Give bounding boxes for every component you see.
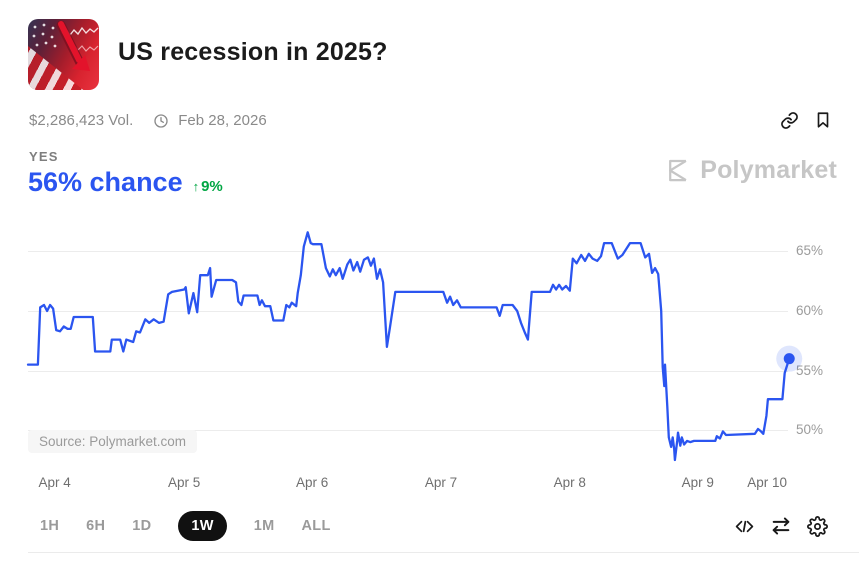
range-button-1m[interactable]: 1M bbox=[253, 518, 275, 534]
link-icon bbox=[781, 111, 798, 129]
time-range-bar: 1H 6H 1D 1W 1M ALL bbox=[40, 511, 331, 541]
gridline-60 bbox=[28, 311, 788, 312]
flag-chart-art bbox=[32, 20, 99, 71]
x-tick-label: Apr 4 bbox=[38, 475, 71, 490]
source-chip: Source: Polymarket.com bbox=[28, 430, 198, 453]
swap-arrows-icon bbox=[772, 517, 790, 535]
endpoint-dot bbox=[783, 353, 795, 365]
range-button-1d[interactable]: 1D bbox=[132, 518, 152, 534]
x-tick-label: Apr 5 bbox=[168, 475, 201, 490]
code-embed-icon bbox=[735, 520, 754, 532]
range-button-1h[interactable]: 1H bbox=[40, 518, 60, 534]
bookmark-button[interactable] bbox=[814, 110, 832, 130]
price-line bbox=[26, 231, 791, 462]
range-button-6h[interactable]: 6H bbox=[86, 518, 106, 534]
outcome-label: YES bbox=[29, 149, 59, 164]
y-tick-label: 65% bbox=[796, 243, 824, 259]
volume-text: $2,286,423 Vol. bbox=[29, 112, 134, 129]
clock-icon bbox=[154, 113, 168, 128]
gridline-50 bbox=[28, 430, 788, 432]
market-meta: $2,286,423 Vol. Feb 28, 2026 bbox=[29, 112, 267, 129]
y-tick-label: 60% bbox=[796, 303, 824, 318]
polymarket-logo-icon bbox=[669, 159, 687, 182]
x-tick-label: Apr 7 bbox=[424, 475, 458, 490]
delta-value: 9% bbox=[201, 178, 223, 195]
share-link-button[interactable] bbox=[780, 111, 799, 130]
end-date-text: Feb 28, 2026 bbox=[178, 112, 267, 129]
x-tick-label: Apr 10 bbox=[747, 475, 787, 490]
embed-code-button[interactable] bbox=[734, 516, 755, 537]
arrow-up-icon: ↑ bbox=[192, 179, 200, 194]
y-tick-label: 50% bbox=[796, 422, 824, 438]
settings-button[interactable] bbox=[807, 515, 828, 537]
footer-actions bbox=[734, 515, 828, 537]
polymarket-watermark: Polymarket bbox=[664, 156, 837, 185]
gear-icon bbox=[807, 515, 828, 537]
range-button-1w[interactable]: 1W bbox=[178, 511, 227, 541]
watermark-text: Polymarket bbox=[700, 156, 837, 184]
y-tick-label: 55% bbox=[796, 362, 824, 378]
market-thumbnail-us-flag bbox=[28, 19, 99, 90]
range-button-all[interactable]: ALL bbox=[301, 518, 331, 534]
gridline-65 bbox=[28, 251, 788, 253]
trade-button[interactable] bbox=[770, 515, 792, 537]
x-tick-label: Apr 8 bbox=[553, 475, 586, 490]
page-title: US recession in 2025? bbox=[118, 38, 388, 66]
price-chart[interactable] bbox=[26, 220, 803, 470]
x-tick-label: Apr 6 bbox=[296, 475, 329, 490]
x-tick-label: Apr 9 bbox=[681, 475, 714, 490]
chance-row: 56% chance ↑ 9% bbox=[28, 167, 223, 198]
bottom-divider bbox=[28, 552, 859, 553]
header-actions bbox=[780, 110, 832, 130]
gridline-55 bbox=[28, 370, 788, 372]
chance-value: 56% chance bbox=[28, 167, 183, 197]
bookmark-icon bbox=[817, 112, 829, 128]
chance-delta: ↑ 9% bbox=[193, 178, 223, 195]
